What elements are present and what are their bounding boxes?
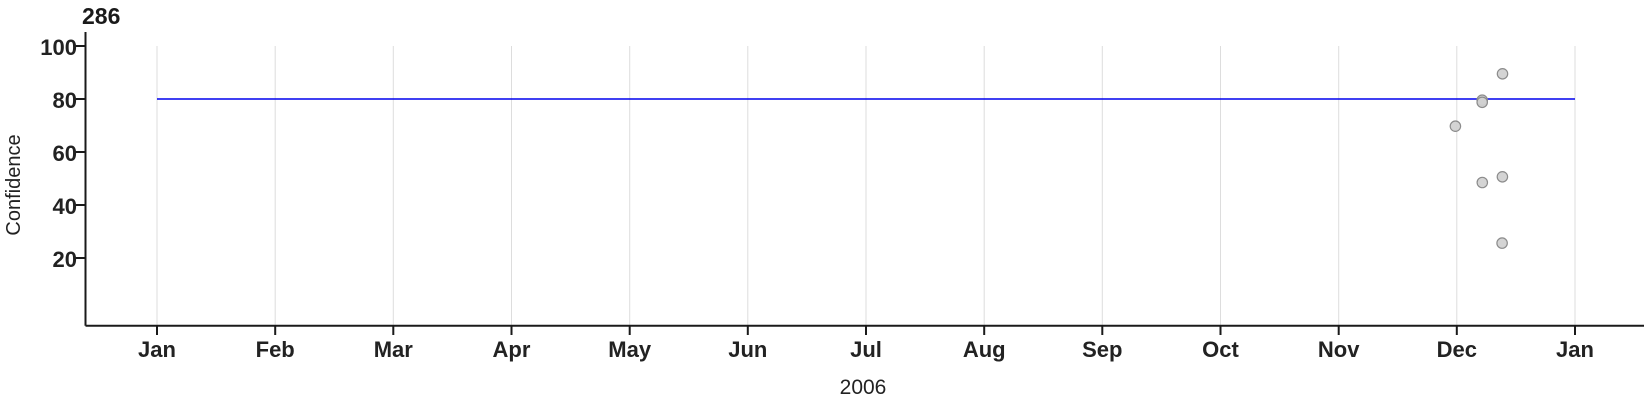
svg-text:Jun: Jun	[728, 337, 767, 362]
svg-text:Mar: Mar	[374, 337, 414, 362]
svg-text:Apr: Apr	[493, 337, 531, 362]
svg-text:Confidence: Confidence	[3, 134, 25, 235]
svg-text:60: 60	[53, 141, 77, 166]
svg-text:80: 80	[53, 88, 77, 113]
svg-text:Aug: Aug	[963, 337, 1006, 362]
svg-text:Oct: Oct	[1202, 337, 1239, 362]
svg-text:40: 40	[53, 194, 77, 219]
svg-text:286: 286	[82, 3, 120, 29]
svg-text:Jul: Jul	[850, 337, 882, 362]
svg-text:100: 100	[40, 35, 77, 60]
svg-text:Sep: Sep	[1082, 337, 1122, 362]
svg-text:2006: 2006	[840, 376, 887, 399]
svg-text:May: May	[608, 337, 652, 362]
svg-text:Dec: Dec	[1437, 337, 1477, 362]
svg-text:Nov: Nov	[1318, 337, 1360, 362]
svg-text:Feb: Feb	[256, 337, 295, 362]
svg-text:Jan: Jan	[138, 337, 176, 362]
svg-text:20: 20	[53, 247, 77, 272]
svg-text:Jan: Jan	[1556, 337, 1594, 362]
